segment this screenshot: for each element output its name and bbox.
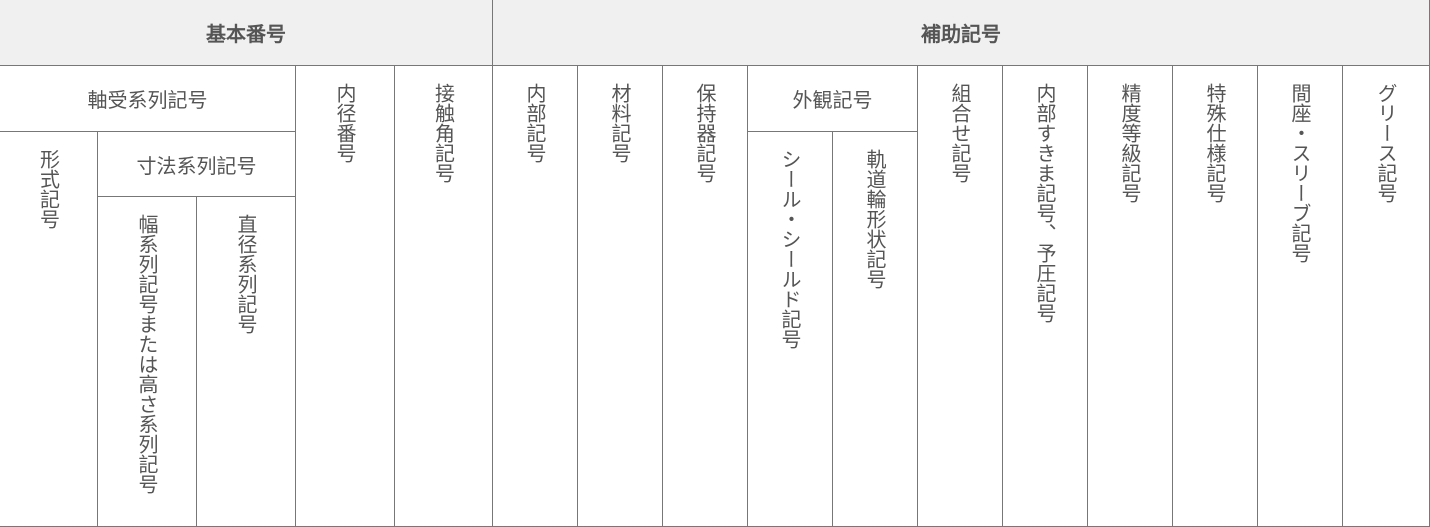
cell-contact-angle: 接触角記号 bbox=[394, 65, 493, 527]
cell-label: シール・シールド記号 bbox=[778, 149, 802, 349]
cell-label: 特殊仕様記号 bbox=[1203, 83, 1227, 203]
cell-precision: 精度等級記号 bbox=[1087, 65, 1173, 527]
cell-label: 寸法系列記号 bbox=[136, 153, 257, 178]
cell-label: 軌道輪形状記号 bbox=[863, 149, 887, 289]
cell-label: 接触角記号 bbox=[431, 83, 456, 183]
cell-label: グリース記号 bbox=[1374, 83, 1398, 203]
cell-label: 外観記号 bbox=[792, 88, 873, 112]
header-label: 補助記号 bbox=[921, 22, 1001, 46]
cell-spacer-sleeve: 間座・スリーブ記号 bbox=[1257, 65, 1343, 527]
cell-cage: 保持器記号 bbox=[662, 65, 748, 527]
cell-label: 内径番号 bbox=[333, 83, 357, 163]
cell-label: 直径系列記号 bbox=[234, 214, 258, 334]
cell-label: 保持器記号 bbox=[693, 83, 717, 183]
cell-combination: 組合せ記号 bbox=[917, 65, 1003, 527]
cell-seal-shield: シール・シールド記号 bbox=[747, 131, 833, 527]
cell-raceway-shape: 軌道輪形状記号 bbox=[832, 131, 918, 527]
cell-label: 形式記号 bbox=[36, 149, 61, 229]
cell-width-series: 幅系列記号または高さ系列記号 bbox=[97, 196, 197, 527]
cell-bore-number: 内径番号 bbox=[295, 65, 395, 527]
cell-material: 材料記号 bbox=[577, 65, 663, 527]
header-auxiliary-symbols: 補助記号 bbox=[492, 0, 1430, 66]
header-label: 基本番号 bbox=[206, 22, 286, 46]
cell-label: 精度等級記号 bbox=[1118, 83, 1142, 203]
cell-internal: 内部記号 bbox=[492, 65, 578, 527]
cell-diameter-series: 直径系列記号 bbox=[196, 196, 296, 527]
cell-clearance-preload: 内部すきま記号、予圧記号 bbox=[1002, 65, 1088, 527]
cell-special-spec: 特殊仕様記号 bbox=[1172, 65, 1258, 527]
cell-appearance: 外観記号 bbox=[747, 65, 918, 132]
cell-label: 内部すきま記号、予圧記号 bbox=[1033, 83, 1057, 323]
cell-dimension-series: 寸法系列記号 bbox=[97, 131, 296, 197]
cell-grease: グリース記号 bbox=[1342, 65, 1430, 527]
header-basic-number: 基本番号 bbox=[0, 0, 493, 66]
cell-label: 材料記号 bbox=[608, 83, 632, 163]
cell-label: 内部記号 bbox=[523, 83, 547, 163]
cell-type-symbol: 形式記号 bbox=[0, 131, 98, 527]
cell-label: 組合せ記号 bbox=[948, 83, 972, 183]
cell-bearing-series: 軸受系列記号 bbox=[0, 65, 296, 132]
cell-label: 軸受系列記号 bbox=[87, 88, 208, 112]
cell-label: 間座・スリーブ記号 bbox=[1288, 83, 1312, 263]
cell-label: 幅系列記号または高さ系列記号 bbox=[135, 214, 159, 494]
